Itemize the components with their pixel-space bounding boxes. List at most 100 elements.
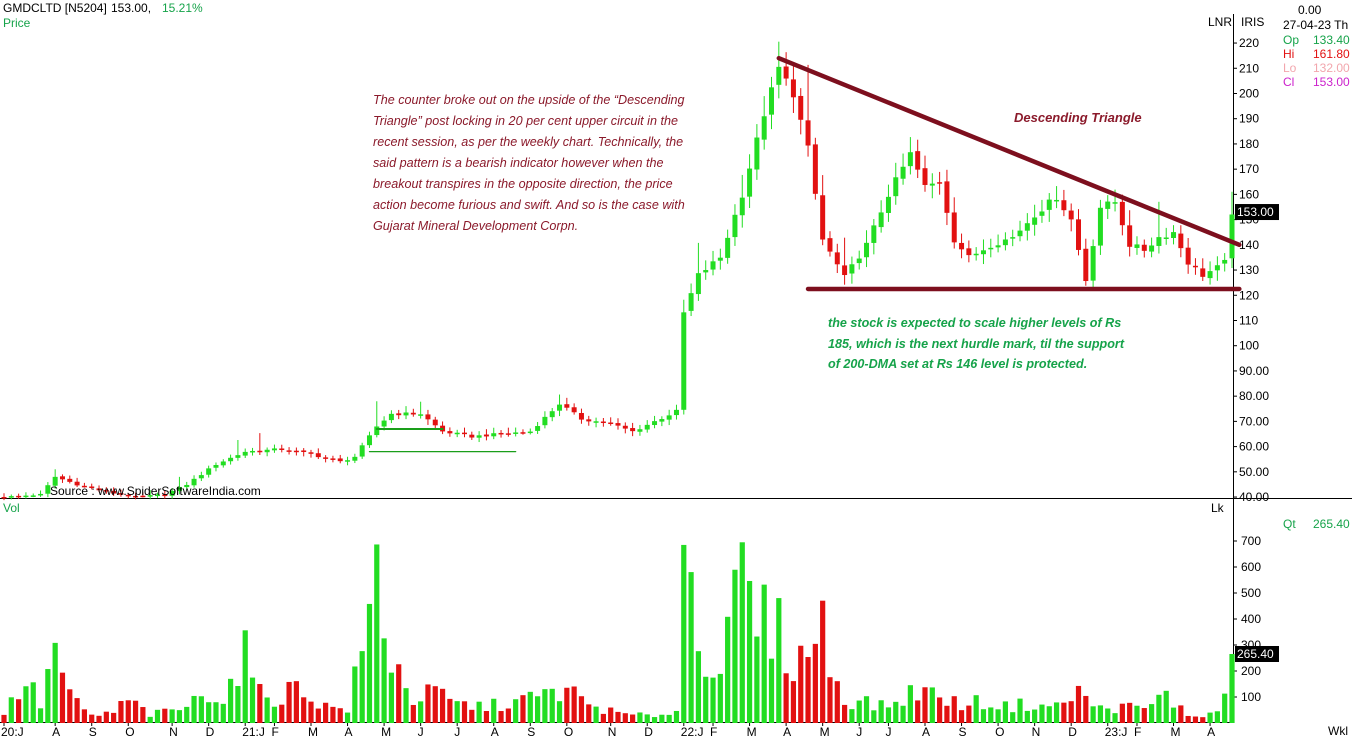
op-value: 133.40: [1313, 33, 1350, 47]
candle-body: [410, 412, 416, 415]
volume-bar: [812, 643, 818, 723]
candle-body: [198, 475, 204, 479]
candle-body: [155, 494, 160, 497]
candle-body: [67, 478, 73, 482]
candle-body: [527, 431, 533, 434]
volume-bar: [922, 687, 928, 723]
volume-bar: [725, 616, 731, 723]
candle-body: [162, 494, 168, 497]
candle-body: [1229, 214, 1235, 259]
volume-bar: [1148, 704, 1155, 723]
candle-body: [1141, 244, 1147, 251]
volume-bar: [1229, 653, 1235, 723]
candle-body: [790, 79, 796, 98]
volume-bar: [900, 705, 906, 723]
candle-body: [951, 212, 957, 243]
volume-bar: [717, 673, 723, 723]
volume-bar: [1010, 712, 1016, 723]
trendline-descending-resistance: [776, 55, 1242, 248]
candle-body: [812, 144, 818, 194]
time-tick-label: M: [1171, 725, 1181, 739]
candle-body: [681, 312, 687, 410]
volume-bar: [820, 600, 826, 723]
candle-body: [381, 420, 387, 427]
volume-tick-label: 100: [1241, 690, 1261, 704]
volume-bar: [315, 708, 321, 723]
candle-body: [893, 177, 899, 197]
volume-bar: [893, 701, 899, 723]
volume-bar: [980, 709, 987, 723]
price-tick-label: 120: [1239, 288, 1259, 302]
candle-body: [827, 238, 833, 252]
candle-body: [637, 429, 643, 432]
volume-bar: [476, 701, 482, 723]
candle-body: [1024, 223, 1030, 231]
candle-body: [74, 481, 80, 486]
lk-label: Lk: [1211, 501, 1224, 515]
candle-body: [1105, 201, 1111, 209]
time-tick-label: A: [491, 725, 499, 739]
volume-bar: [878, 700, 884, 723]
price-tick-label: 90.00: [1239, 364, 1269, 378]
volume-bar: [768, 658, 775, 723]
price-tick-label: 60.00: [1239, 440, 1269, 454]
annotation-target: the stock is expected to scale higher le…: [828, 316, 1125, 371]
candle-body: [213, 465, 219, 468]
volume-bar: [703, 676, 709, 723]
volume-bar: [695, 651, 702, 723]
volume-bar: [644, 714, 650, 723]
volume-bar: [534, 696, 541, 723]
price-tick-label: 130: [1239, 263, 1259, 277]
candle-body: [125, 494, 131, 497]
candle-body: [973, 253, 979, 256]
candle-body: [388, 413, 394, 421]
volume-bar: [593, 706, 599, 723]
price-tick-label: 220: [1239, 36, 1259, 50]
price-tick-label: 210: [1239, 61, 1259, 75]
volume-bar: [483, 711, 490, 723]
candle-body: [1, 496, 7, 499]
volume-bar: [491, 698, 497, 723]
candle-body: [1002, 239, 1008, 246]
volume-bar: [74, 698, 80, 723]
time-tick-label: F: [271, 725, 278, 739]
volume-bar: [834, 681, 840, 723]
volume-bar: [469, 709, 475, 723]
time-tick-label: O: [125, 725, 134, 739]
volume-bar: [586, 704, 592, 723]
candle-body: [1178, 233, 1184, 249]
volume-bar: [783, 673, 789, 723]
candle-body: [1017, 230, 1023, 237]
candle-body: [279, 448, 285, 450]
volume-bar: [461, 701, 468, 723]
time-tick-label: S: [959, 725, 967, 739]
candle-body: [980, 250, 986, 255]
volume-bar: [790, 681, 797, 723]
candle-body: [257, 450, 263, 453]
candle-body: [293, 450, 299, 453]
candle-body: [842, 265, 848, 276]
info-value: 0.00: [1298, 3, 1322, 17]
volume-bar: [578, 696, 585, 723]
time-tick-label: J: [885, 725, 891, 739]
volume-bar: [937, 697, 943, 723]
time-tick-label: N: [169, 725, 178, 739]
candle-body: [447, 431, 453, 434]
candle-body: [856, 258, 862, 264]
candle-body: [103, 490, 109, 492]
volume-bar: [176, 710, 183, 723]
candle-body: [301, 450, 307, 453]
volume-bar: [132, 700, 139, 723]
volume-tick-label: 200: [1241, 664, 1261, 678]
candle-body: [754, 137, 760, 170]
candle-body: [505, 433, 511, 435]
volume-bar: [907, 685, 913, 723]
volume-bar: [67, 689, 73, 723]
volume-bar: [125, 700, 131, 723]
last-price-label: 153.00: [1237, 205, 1274, 219]
volume-bar: [754, 636, 760, 723]
volume-bar: [1178, 705, 1184, 723]
candle-body: [1214, 265, 1220, 271]
volume-bar: [527, 691, 533, 723]
candle-body: [557, 404, 563, 411]
